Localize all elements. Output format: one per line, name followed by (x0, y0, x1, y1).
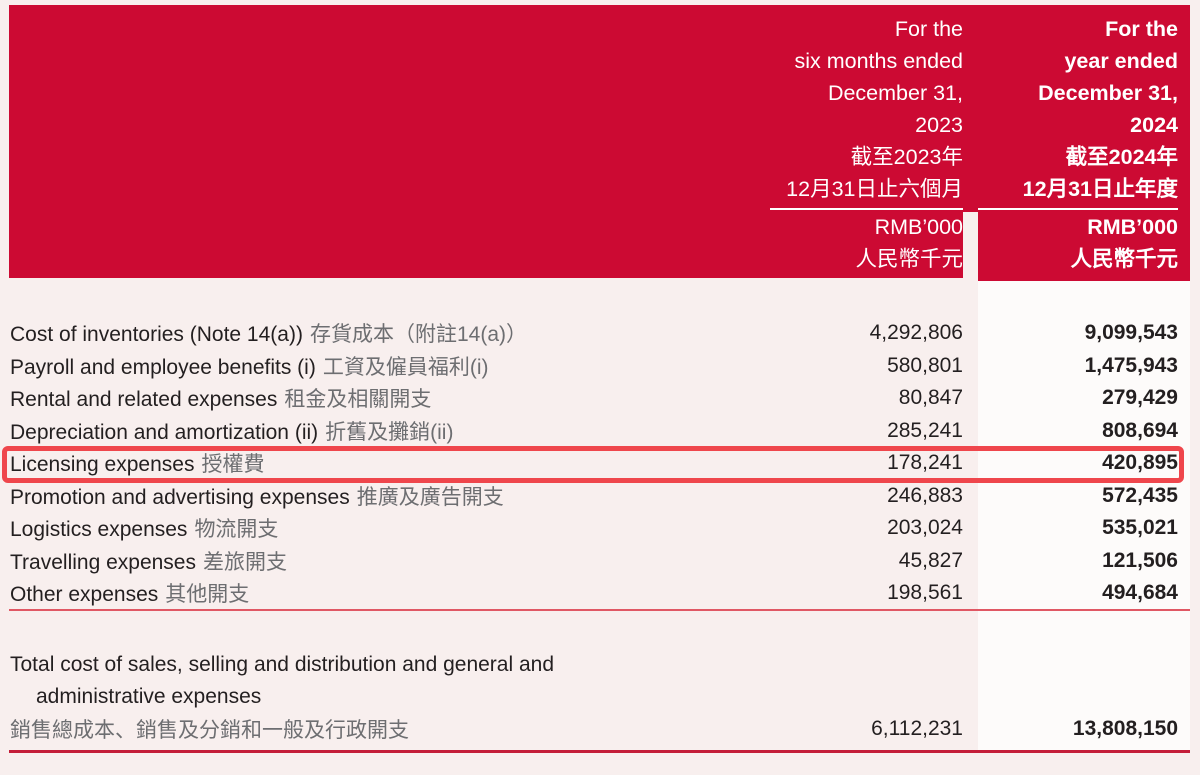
row-label: Promotion and advertising expenses 推廣及廣告開… (9, 481, 798, 511)
total-label-line1: Total cost of sales, selling and distrib… (10, 653, 555, 676)
unit-label-zh: 人民幣千元 (855, 247, 963, 271)
row-label: Travelling expenses 差旅開支 (9, 546, 798, 576)
row-label-zh: 租金及相關開支 (284, 388, 432, 412)
row-label-zh: 推廣及廣告開支 (356, 485, 504, 509)
row-value-2023: 246,883 (887, 483, 963, 507)
row-label: Licensing expenses 授權費 (9, 448, 798, 478)
row-label: Rental and related expenses 租金及相關開支 (9, 383, 798, 413)
header-line: For the (894, 17, 963, 41)
row-label-en: Promotion and advertising expenses (10, 485, 350, 509)
current-year-column-band (978, 278, 1190, 753)
row-label-en: Other expenses (10, 583, 159, 607)
total-value-2023: 6,112,231 (871, 717, 963, 740)
row-value-2024: 1,475,943 (1084, 353, 1178, 377)
row-value-2023: 45,827 (898, 548, 963, 572)
row-value-2023: 285,241 (887, 418, 963, 442)
table-row: Payroll and employee benefits (i) 工資及僱員福利… (9, 350, 1190, 383)
row-label: Other expenses 其他開支 (9, 578, 798, 608)
header-underline (770, 208, 963, 210)
row-label: Logistics expenses 物流開支 (9, 513, 798, 543)
row-label-en: Logistics expenses (10, 518, 188, 542)
row-value-2023: 198,561 (887, 581, 963, 605)
unit-label: RMB’000 (1087, 215, 1178, 239)
row-label-en: Travelling expenses (10, 550, 196, 574)
current-year-column-band-lip (978, 278, 1190, 281)
table-body: Cost of inventories (Note 14(a)) 存貨成本（附註1… (9, 317, 1190, 610)
row-value-2023: 203,024 (887, 516, 963, 540)
total-value-2024: 13,808,150 (1072, 717, 1178, 740)
row-label: Payroll and employee benefits (i) 工資及僱員福利… (9, 351, 798, 381)
row-label-zh: 其他開支 (165, 583, 250, 607)
total-row: 銷售總成本、銷售及分銷和一般及行政開支 6,112,231 13,808,150 (9, 713, 1190, 745)
row-label: Depreciation and amortization (ii) 折舊及攤銷(… (9, 416, 798, 446)
subtotal-rule (9, 609, 1190, 611)
header-line: year ended (1064, 49, 1178, 73)
row-value-2023: 80,847 (898, 386, 963, 410)
row-value-2023: 4,292,806 (869, 321, 963, 345)
header-line: 2024 (1130, 113, 1178, 137)
row-label-zh: 折舊及攤銷(ii) (325, 420, 454, 444)
table-bottom-rule (9, 750, 1190, 753)
header-line-zh: 截至2024年 (1065, 145, 1178, 169)
row-value-2023: 580,801 (887, 353, 963, 377)
highlight-annotation-box (2, 446, 1184, 483)
row-label-zh: 存貨成本（附註14(a)） (309, 323, 527, 347)
row-value-2024: 121,506 (1102, 548, 1178, 572)
row-label-zh: 差旅開支 (203, 550, 287, 574)
row-label-en: Depreciation and amortization (ii) (10, 420, 319, 444)
table-row: Other expenses 其他開支 198,561 494,684 (9, 577, 1190, 610)
table-row: Promotion and advertising expenses 推廣及廣告開… (9, 480, 1190, 513)
table-row: Travelling expenses 差旅開支 45,827 121,506 (9, 545, 1190, 578)
unit-label-zh: 人民幣千元 (1070, 247, 1178, 271)
table-row: Logistics expenses 物流開支 203,024 535,021 (9, 512, 1190, 545)
row-value-2024: 279,429 (1102, 386, 1178, 410)
row-value-2023: 178,241 (887, 451, 963, 475)
row-label-zh: 授權費 (201, 453, 265, 477)
row-label-zh: 物流開支 (194, 518, 279, 542)
total-section: Total cost of sales, selling and distrib… (9, 649, 1190, 745)
unit-label: RMB’000 (874, 215, 963, 239)
row-value-2024: 808,694 (1102, 418, 1178, 442)
header-line: six months ended (794, 49, 963, 73)
table-row: Rental and related expenses 租金及相關開支 80,84… (9, 382, 1190, 415)
table-header-band (9, 5, 1190, 278)
header-line-zh: 12月31日止六個月 (786, 177, 963, 201)
row-value-2024: 494,684 (1102, 581, 1178, 605)
header-line: December 31, (827, 81, 963, 105)
row-value-2024: 420,895 (1102, 451, 1178, 475)
header-line-zh: 截至2023年 (850, 145, 963, 169)
row-value-2024: 535,021 (1102, 516, 1178, 540)
row-value-2024: 9,099,543 (1084, 321, 1178, 345)
column-header-2024: For the year ended December 31, 2024 截至2… (978, 5, 1178, 275)
column-header-2023: For the six months ended December 31, 20… (640, 5, 963, 275)
row-label-zh: 工資及僱員福利(i) (322, 355, 489, 379)
total-label-zh: 銷售總成本、銷售及分銷和一般及行政開支 (10, 719, 409, 742)
row-label-en: Payroll and employee benefits (i) (10, 355, 316, 379)
table-row: Licensing expenses 授權費 178,241 420,895 (9, 447, 1190, 480)
table-row: Depreciation and amortization (ii) 折舊及攤銷(… (9, 415, 1190, 448)
row-label: Cost of inventories (Note 14(a)) 存貨成本（附註1… (9, 318, 798, 348)
total-label-line2: administrative expenses (36, 685, 262, 708)
row-label-en: Licensing expenses (10, 453, 195, 477)
header-line-zh: 12月31日止年度 (1022, 177, 1178, 201)
row-value-2024: 572,435 (1102, 483, 1178, 507)
row-label-en: Cost of inventories (Note 14(a)) (10, 323, 303, 347)
row-label-en: Rental and related expenses (10, 388, 278, 412)
header-line: December 31, (1038, 81, 1178, 105)
header-column-gap (963, 212, 978, 278)
header-underline (978, 208, 1178, 210)
header-line: For the (1105, 17, 1178, 41)
table-row: Cost of inventories (Note 14(a)) 存貨成本（附註1… (9, 317, 1190, 350)
header-line: 2023 (915, 113, 963, 137)
